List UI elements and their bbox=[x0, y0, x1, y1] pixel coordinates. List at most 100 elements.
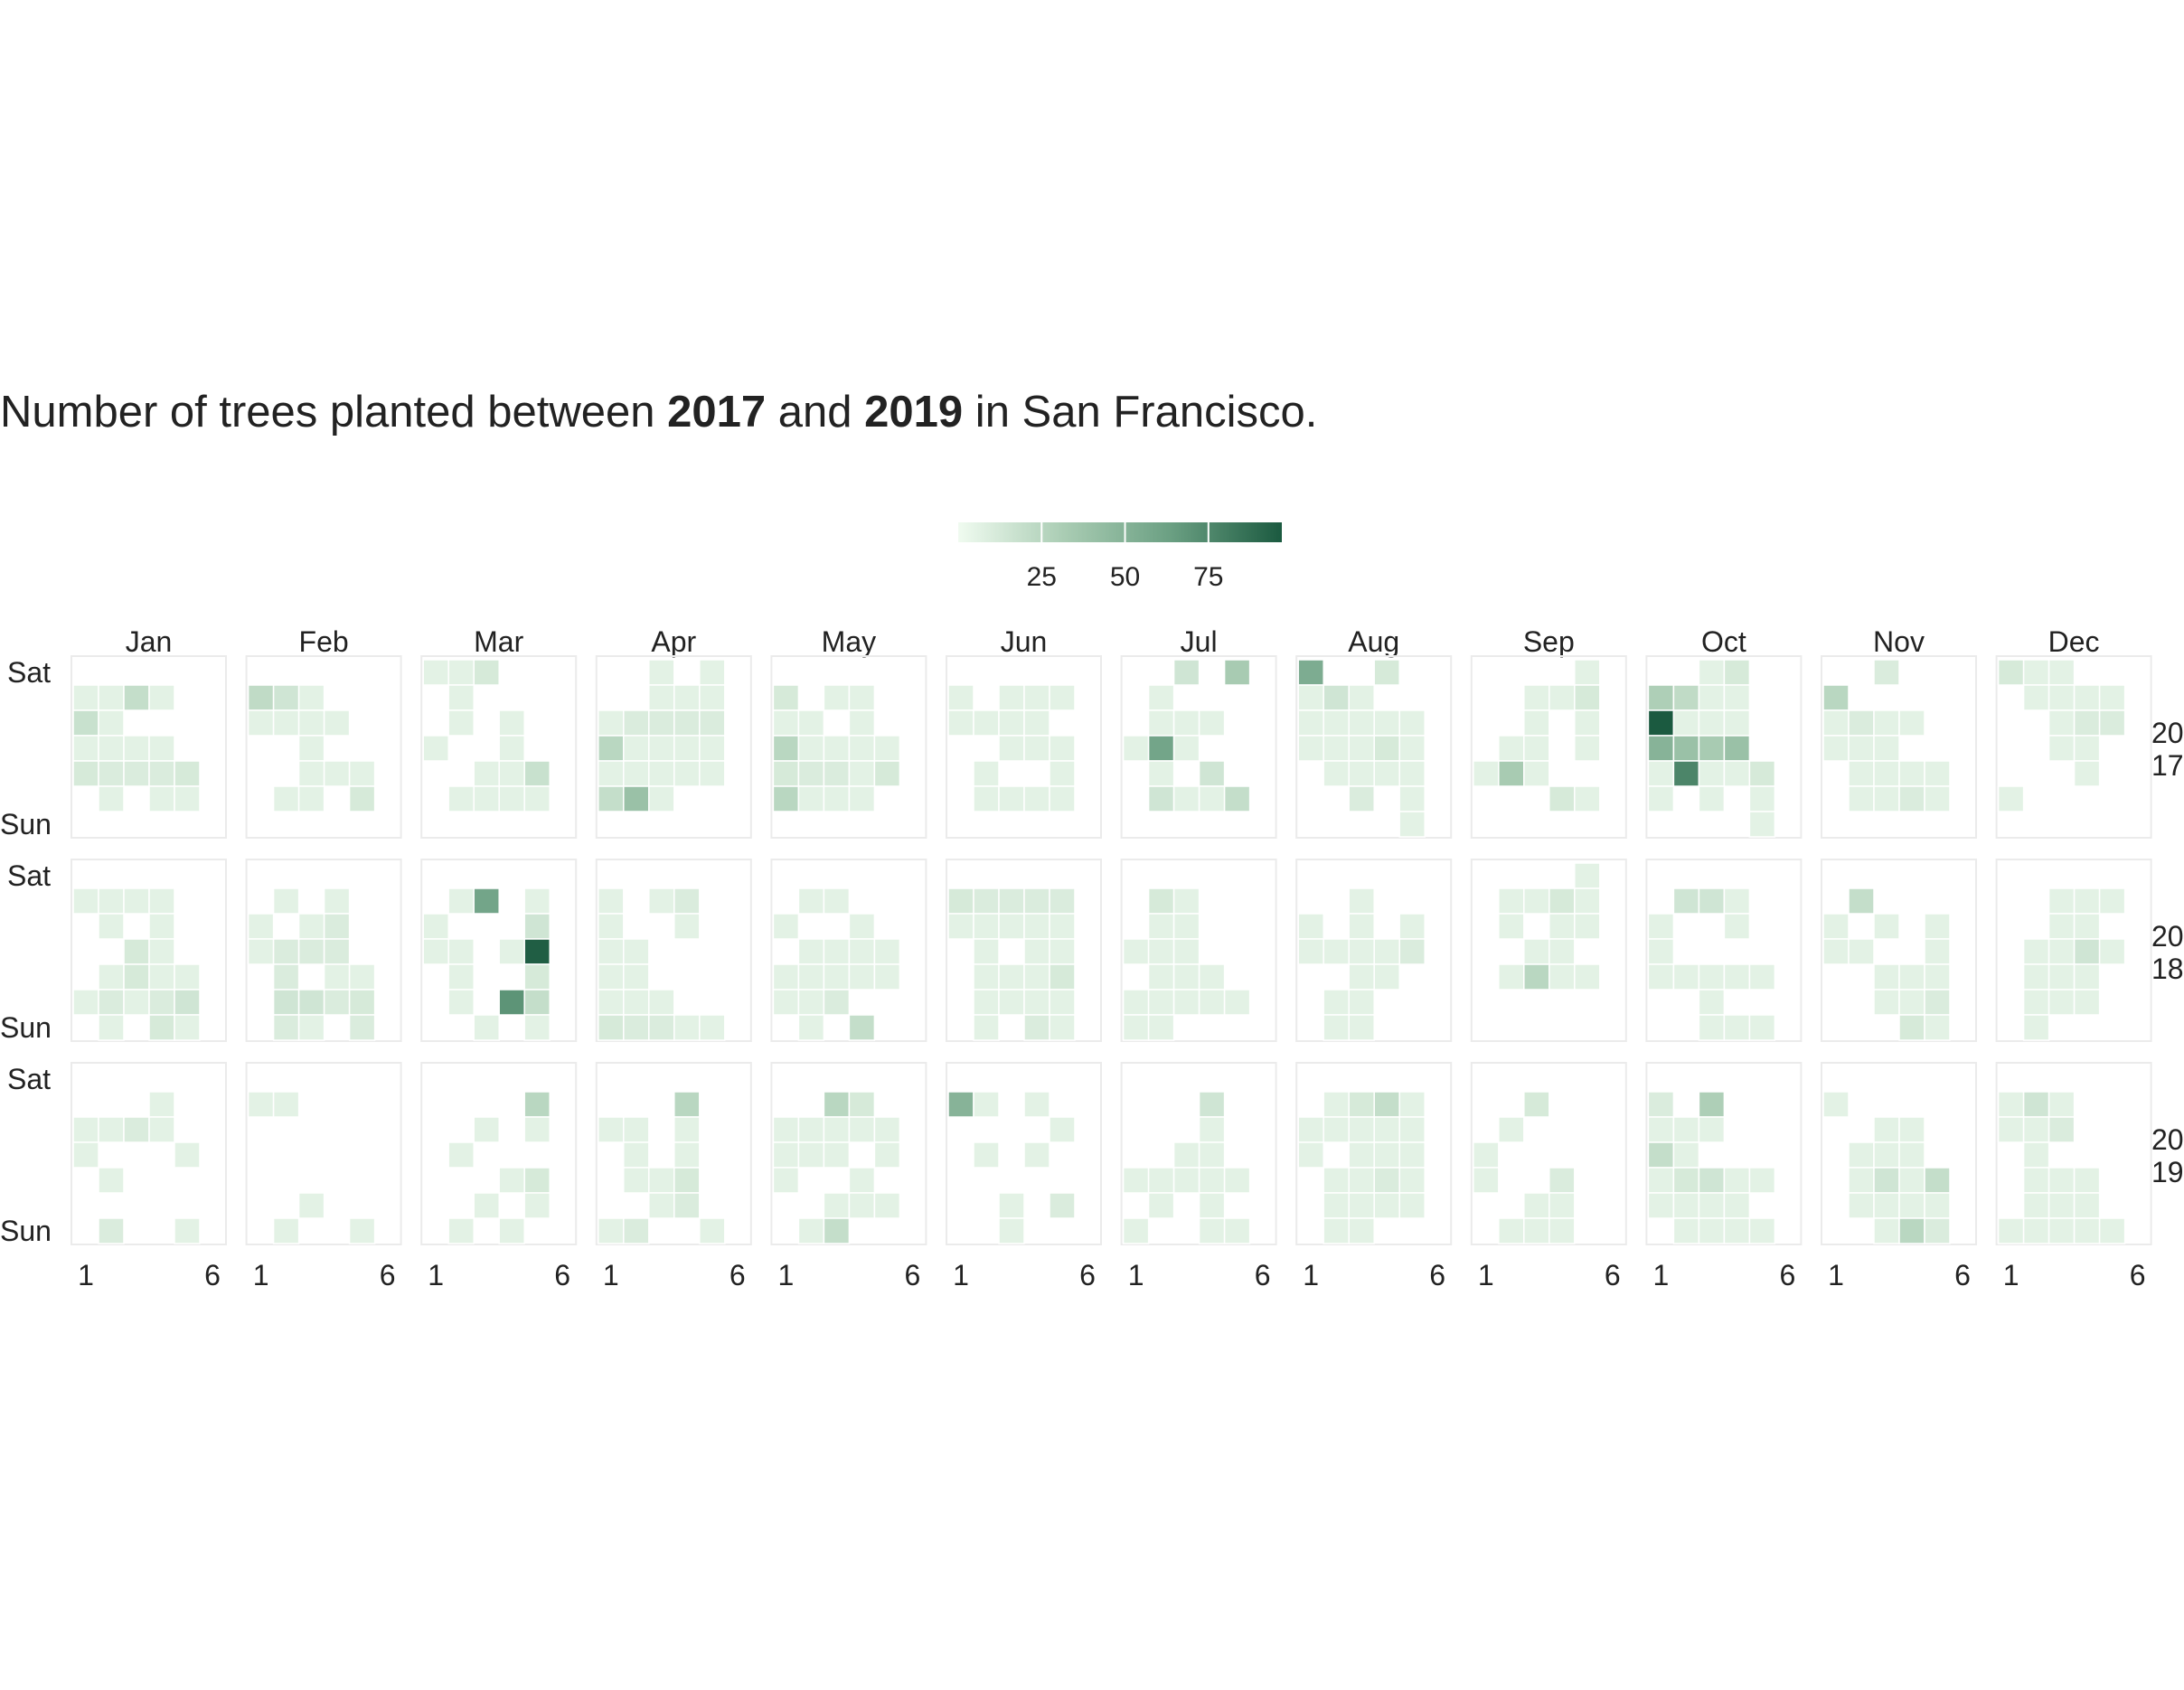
heatmap-cell bbox=[1672, 1141, 1700, 1169]
heatmap-cell bbox=[1574, 913, 1601, 940]
heatmap-cell bbox=[297, 1192, 325, 1219]
heatmap-cell bbox=[148, 913, 175, 940]
heatmap-cell bbox=[1049, 913, 1076, 940]
heatmap-cell bbox=[1748, 811, 1776, 838]
heatmap-cell bbox=[1297, 659, 1324, 686]
heatmap-cell bbox=[673, 709, 701, 737]
heatmap-cell bbox=[823, 1192, 851, 1219]
month-panel bbox=[595, 1062, 752, 1245]
heatmap-cell bbox=[848, 760, 876, 787]
heatmap-cell bbox=[1348, 989, 1375, 1016]
heatmap-cell bbox=[598, 735, 625, 762]
heatmap-cell bbox=[2022, 1091, 2050, 1118]
heatmap-cell bbox=[174, 1014, 201, 1041]
heatmap-cell bbox=[72, 760, 99, 787]
heatmap-cell bbox=[1049, 1192, 1076, 1219]
heatmap-cell bbox=[1023, 709, 1050, 737]
heatmap-cell bbox=[2048, 1217, 2076, 1244]
heatmap-cell bbox=[1574, 684, 1601, 711]
heatmap-cell bbox=[998, 887, 1025, 915]
heatmap-cell bbox=[2098, 938, 2126, 965]
month-panel bbox=[595, 655, 752, 839]
weekday-label-sat: Sat bbox=[7, 859, 51, 892]
heatmap-cell bbox=[1373, 1167, 1400, 1194]
heatmap-cell bbox=[1198, 963, 1226, 991]
heatmap-cell bbox=[1647, 963, 1675, 991]
heatmap-cell bbox=[1672, 709, 1700, 737]
month-panel bbox=[420, 859, 578, 1042]
heatmap-cell bbox=[1198, 760, 1226, 787]
heatmap-cell bbox=[1348, 913, 1375, 940]
heatmap-cell bbox=[2073, 709, 2101, 737]
heatmap-cell bbox=[1348, 887, 1375, 915]
month-panel bbox=[1821, 859, 1977, 1042]
heatmap-cell bbox=[1172, 735, 1200, 762]
heatmap-cell bbox=[1723, 735, 1751, 762]
month-label-dec: Dec bbox=[2048, 625, 2100, 658]
heatmap-cell bbox=[123, 989, 150, 1016]
heatmap-cell bbox=[1549, 913, 1576, 940]
heatmap-cell bbox=[498, 785, 525, 812]
heatmap-cell bbox=[1549, 1167, 1576, 1194]
heatmap-cell bbox=[297, 1014, 325, 1041]
heatmap-cell bbox=[823, 938, 851, 965]
heatmap-cell bbox=[873, 1141, 901, 1169]
heatmap-cell bbox=[2098, 709, 2126, 737]
heatmap-cell bbox=[947, 1091, 974, 1118]
heatmap-cell bbox=[148, 1091, 175, 1118]
heatmap-cell bbox=[1698, 963, 1726, 991]
heatmap-cell bbox=[1574, 963, 1601, 991]
heatmap-cell bbox=[1549, 887, 1576, 915]
heatmap-cell bbox=[772, 1141, 800, 1169]
heatmap-cell bbox=[148, 1014, 175, 1041]
heatmap-cell bbox=[1023, 989, 1050, 1016]
heatmap-cell bbox=[1698, 709, 1726, 737]
heatmap-cell bbox=[1198, 1167, 1226, 1194]
month-panel bbox=[1995, 655, 2152, 839]
heatmap-cell bbox=[2022, 1217, 2050, 1244]
heatmap-cell bbox=[1348, 735, 1375, 762]
heatmap-cell bbox=[1723, 913, 1751, 940]
year-label-line: 19 bbox=[2151, 1156, 2184, 1188]
heatmap-cell bbox=[772, 1116, 800, 1143]
heatmap-cell bbox=[623, 963, 650, 991]
heatmap-cell bbox=[348, 963, 376, 991]
heatmap-cell bbox=[447, 963, 475, 991]
month-panel bbox=[71, 1062, 227, 1245]
heatmap-cell bbox=[447, 659, 475, 686]
heatmap-cell bbox=[648, 760, 675, 787]
heatmap-cell bbox=[2022, 1116, 2050, 1143]
heatmap-cell bbox=[473, 1014, 500, 1041]
heatmap-cell bbox=[1398, 709, 1426, 737]
heatmap-cell bbox=[1924, 1217, 1951, 1244]
heatmap-cell bbox=[699, 684, 726, 711]
heatmap-cell bbox=[1122, 735, 1150, 762]
heatmap-cell bbox=[447, 989, 475, 1016]
heatmap-cell bbox=[1723, 1167, 1751, 1194]
heatmap-cell bbox=[1398, 1167, 1426, 1194]
heatmap-cell bbox=[1498, 1116, 1525, 1143]
heatmap-cell bbox=[1023, 1014, 1050, 1041]
heatmap-cell bbox=[1698, 887, 1726, 915]
heatmap-cell bbox=[348, 1217, 376, 1244]
heatmap-cell bbox=[1723, 963, 1751, 991]
heatmap-cell bbox=[998, 735, 1025, 762]
heatmap-cell bbox=[1023, 735, 1050, 762]
heatmap-cell bbox=[2048, 1116, 2076, 1143]
heatmap-cell bbox=[1398, 938, 1426, 965]
heatmap-cell bbox=[623, 1014, 650, 1041]
heatmap-cell bbox=[673, 1192, 701, 1219]
heatmap-cell bbox=[1698, 1192, 1726, 1219]
heatmap-cell bbox=[673, 887, 701, 915]
heatmap-cell bbox=[598, 1217, 625, 1244]
heatmap-cell bbox=[1023, 684, 1050, 711]
heatmap-cell bbox=[1172, 709, 1200, 737]
heatmap-cell bbox=[272, 963, 300, 991]
month-panel bbox=[1470, 655, 1627, 839]
month-panel bbox=[1821, 655, 1977, 839]
heatmap-cell bbox=[947, 913, 974, 940]
heatmap-cell bbox=[623, 760, 650, 787]
heatmap-cell bbox=[973, 938, 1000, 965]
heatmap-cell bbox=[1873, 1141, 1900, 1169]
heatmap-cell bbox=[1647, 735, 1675, 762]
